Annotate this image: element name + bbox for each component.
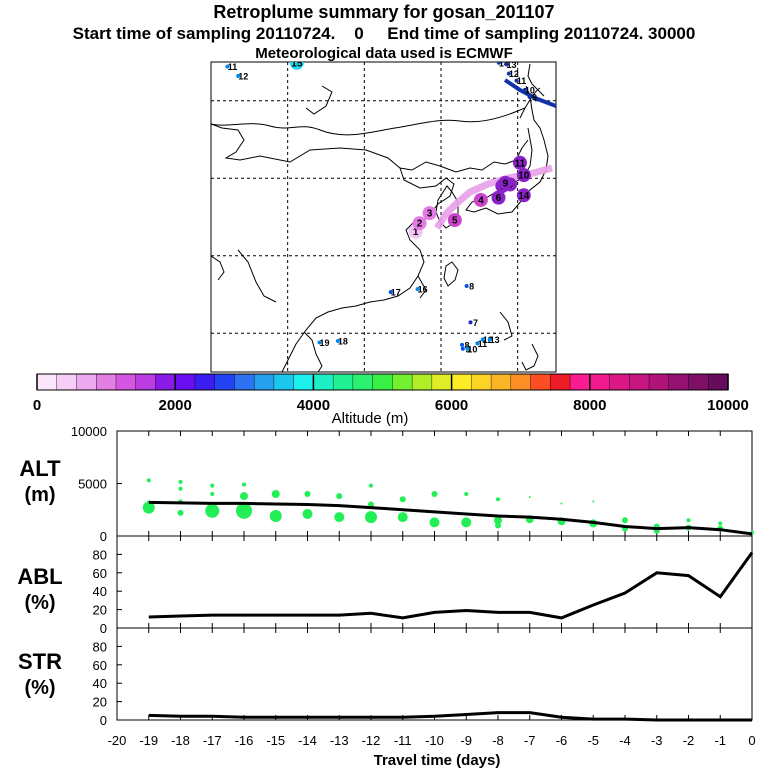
trajectory-marker: 3 (422, 206, 437, 221)
marker-dot (388, 290, 393, 295)
trajectory-marker: 15 (289, 58, 304, 70)
marker-dot (487, 337, 492, 342)
trajectory-marker: 11 (225, 62, 237, 72)
map-gridlines (211, 62, 556, 372)
trajectory-marker: 13 (504, 60, 517, 70)
marker-label: 2 (417, 219, 423, 230)
marker-label: 7 (473, 318, 478, 328)
trajectory-marker: 4 (473, 192, 488, 207)
marker-label: 11 (478, 339, 488, 349)
marker-label: 3 (427, 209, 433, 220)
marker-label: 12 (238, 71, 248, 81)
marker-label: 1 (413, 227, 419, 238)
marker-dot (447, 213, 462, 228)
marker-label: 18 (338, 337, 348, 347)
marker-dot (460, 342, 465, 347)
map-frame (210, 61, 557, 373)
marker-dot (496, 62, 501, 65)
trajectory-marker: 8 (464, 281, 474, 291)
marker-label: 8 (469, 281, 474, 291)
met-data-source: Meteorological data used is ECMWF (255, 45, 513, 62)
marker-dot (512, 155, 527, 170)
marker-label: 13 (507, 60, 517, 70)
trajectory-marker: 10 (522, 85, 535, 95)
plot-title: Retroplume summary for gosan_201107 (213, 2, 555, 22)
marker-label: 19 (319, 338, 329, 348)
trajectory-marker: 14 (516, 188, 531, 203)
trajectory-marker: 5 (447, 213, 462, 228)
trajectory-marker: 14 (496, 58, 509, 68)
trajectory-marker: 17 (388, 288, 401, 298)
trajectory-marker: 2 (412, 216, 427, 231)
trajectory-marker: 6 (491, 190, 506, 205)
marker-label: 11 (515, 158, 526, 169)
marker-dot (491, 190, 506, 205)
marker-dot (475, 341, 480, 346)
marker-dot (317, 340, 322, 345)
marker-label: 16 (418, 285, 428, 295)
marker-label: 11 (228, 62, 238, 72)
marker-dot (460, 346, 465, 351)
marker-label: 10 (518, 171, 530, 182)
marker-label: 15 (291, 58, 303, 69)
trajectory-marker: 11 (512, 155, 527, 170)
marker-label: 4 (478, 195, 484, 206)
marker-label: 5 (452, 216, 458, 227)
marker-dot (236, 73, 241, 78)
marker-dot (514, 78, 519, 83)
trajectory-marker: 18 (335, 337, 348, 347)
trajectory-marker: 19 (317, 338, 329, 348)
marker-label: 8 (465, 340, 470, 350)
trajectory-marker: 9 (498, 175, 513, 190)
trajectory-marker: 13 (487, 335, 500, 345)
trajectory-marker: 16 (415, 285, 428, 295)
marker-dot (225, 64, 230, 69)
trajectory-marker: 11 (514, 76, 527, 86)
marker-label: 11 (517, 76, 527, 86)
marker-dot (412, 216, 427, 231)
trajectory-marker: 12 (506, 69, 519, 79)
marker-dot (516, 168, 531, 183)
marker-dot (464, 283, 469, 288)
marker-dot (465, 346, 470, 351)
trajectory-marker: 10 (465, 344, 477, 354)
trajectory-marker: 9 (527, 92, 537, 102)
marker-label: 14 (499, 58, 509, 68)
marker-dot (289, 62, 304, 70)
marker-dot (422, 206, 437, 221)
marker-dot (516, 188, 531, 203)
trajectory-marker: 7 (468, 318, 478, 328)
trajectory-marker: 10 (516, 168, 531, 183)
marker-dot (527, 94, 532, 99)
trajectory-marker: 12 (236, 71, 248, 81)
marker-dot (480, 337, 485, 342)
trajectory-marker: 11 (475, 339, 487, 349)
marker-label: 12 (509, 69, 519, 79)
sampling-times: Start time of sampling 20110724. 0 End t… (72, 24, 696, 43)
marker-dot (522, 87, 527, 92)
marker-label: 13 (490, 335, 500, 345)
marker-label: 17 (391, 288, 401, 298)
marker-dot (498, 175, 513, 190)
marker-label: 9 (503, 178, 509, 189)
trajectory-markers: 1234567891011148712131189101617191815111… (225, 58, 537, 354)
marker-label: 6 (496, 193, 502, 204)
trajectory-marker: 8 (460, 340, 470, 350)
marker-dot (506, 71, 511, 76)
marker-dot (473, 192, 488, 207)
marker-label: 14 (518, 191, 530, 202)
marker-label: 10 (525, 85, 535, 95)
marker-dot (468, 320, 473, 325)
marker-label: 9 (532, 92, 537, 102)
marker-label: 10 (467, 344, 477, 354)
marker-dot (335, 339, 340, 343)
marker-dot (504, 62, 509, 67)
marker-dot (415, 287, 420, 292)
